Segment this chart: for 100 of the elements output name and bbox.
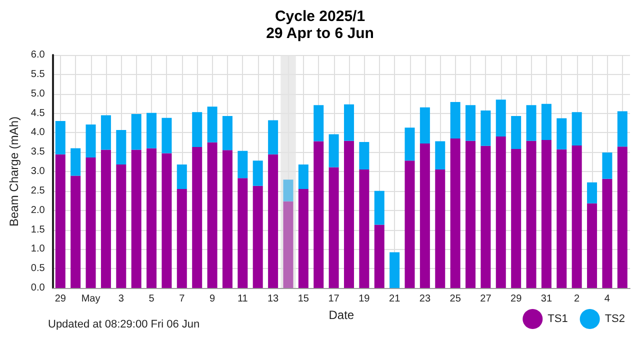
bar bbox=[192, 112, 202, 148]
y-tick-label: 5.5 bbox=[30, 68, 46, 80]
x-tick-label: 19 bbox=[358, 294, 370, 304]
bar bbox=[556, 118, 567, 150]
y-tick-label: 0.0 bbox=[30, 282, 46, 294]
bar bbox=[314, 141, 324, 288]
y-tick-label: 5.0 bbox=[30, 88, 46, 100]
bar bbox=[131, 114, 142, 150]
bar bbox=[283, 201, 294, 288]
x-axis-title: Date bbox=[328, 308, 354, 322]
y-tick-label: 4.5 bbox=[30, 108, 46, 119]
bar bbox=[86, 124, 96, 158]
bar bbox=[314, 105, 324, 142]
y-tick-label: 4.0 bbox=[30, 127, 46, 138]
bar bbox=[420, 107, 430, 144]
bar bbox=[283, 180, 294, 202]
y-tick-label: 1.0 bbox=[30, 244, 46, 255]
bar bbox=[572, 112, 582, 146]
bar bbox=[511, 116, 522, 149]
bar bbox=[176, 164, 187, 189]
bar bbox=[404, 160, 415, 288]
bar bbox=[496, 136, 506, 288]
bar bbox=[587, 182, 598, 204]
bar bbox=[238, 150, 248, 178]
chart-subtitle: 29 Apr to 6 Jun bbox=[266, 25, 374, 42]
bar bbox=[222, 116, 232, 150]
bar bbox=[146, 148, 157, 288]
y-tick-label: 2.0 bbox=[30, 204, 46, 216]
bar bbox=[328, 167, 339, 288]
bar bbox=[511, 148, 522, 288]
bar bbox=[55, 154, 66, 288]
bar bbox=[359, 142, 370, 170]
x-tick-label: 5 bbox=[148, 294, 155, 304]
x-tick-label: 4 bbox=[604, 294, 610, 304]
bar bbox=[480, 146, 491, 288]
bar bbox=[70, 176, 81, 288]
bar bbox=[252, 186, 263, 288]
text: Updated at 08:29:00 Fri 06 Jun bbox=[48, 318, 200, 330]
bar bbox=[526, 105, 536, 141]
bar bbox=[390, 252, 400, 288]
bar bbox=[100, 150, 111, 288]
x-tick-label: 11 bbox=[237, 294, 248, 304]
bar bbox=[328, 134, 339, 168]
y-tick-label: 3.0 bbox=[30, 166, 46, 177]
bar bbox=[116, 130, 126, 165]
bar bbox=[222, 150, 232, 288]
bar bbox=[420, 144, 430, 288]
y-tick-label: 1.5 bbox=[30, 224, 46, 236]
bar bbox=[116, 164, 126, 288]
bar bbox=[466, 105, 476, 141]
bar bbox=[344, 140, 354, 288]
y-tick-label: 3.5 bbox=[30, 146, 46, 158]
bar bbox=[162, 153, 172, 288]
bar bbox=[374, 190, 384, 225]
y-tick-label: 6.0 bbox=[30, 50, 46, 60]
legend-label: TS2 bbox=[604, 313, 626, 325]
bar bbox=[450, 138, 460, 288]
bar bbox=[252, 160, 263, 186]
bar bbox=[435, 141, 446, 170]
x-tick-label: 23 bbox=[419, 294, 431, 304]
y-tick-label: 2.5 bbox=[30, 185, 46, 196]
bar bbox=[541, 140, 552, 288]
bar bbox=[298, 164, 308, 189]
bar bbox=[435, 170, 446, 288]
bar bbox=[176, 188, 187, 288]
x-tick-label: May bbox=[81, 294, 100, 304]
bar bbox=[268, 120, 278, 154]
bar bbox=[587, 203, 598, 288]
x-tick-label: 29 bbox=[54, 294, 66, 304]
x-tick-label: 7 bbox=[179, 294, 186, 304]
bar bbox=[602, 152, 612, 179]
x-tick-label: 31 bbox=[540, 294, 552, 304]
x-tick-label: 13 bbox=[267, 294, 280, 304]
bar bbox=[146, 112, 157, 148]
bar bbox=[298, 188, 308, 288]
x-tick-label: 2 bbox=[574, 294, 580, 304]
chart-title: Cycle 2025/1 bbox=[274, 8, 366, 25]
bar bbox=[617, 146, 628, 288]
bar bbox=[70, 148, 81, 176]
bar bbox=[374, 224, 384, 288]
x-tick-label: 25 bbox=[450, 294, 462, 304]
bar bbox=[466, 140, 476, 288]
y-axis-title: Beam Charge (mAh) bbox=[7, 116, 21, 227]
bar bbox=[450, 102, 460, 138]
legend-label: TS1 bbox=[548, 313, 568, 325]
bar bbox=[131, 150, 142, 288]
bar bbox=[86, 158, 96, 288]
bar bbox=[100, 115, 111, 150]
bar bbox=[572, 145, 582, 288]
bar bbox=[556, 149, 567, 288]
bar bbox=[526, 140, 536, 288]
bar bbox=[480, 110, 491, 146]
bar bbox=[207, 106, 218, 142]
bar bbox=[162, 118, 172, 154]
x-tick-label: 27 bbox=[480, 294, 492, 304]
bar bbox=[207, 142, 218, 288]
bar bbox=[238, 178, 248, 288]
x-tick-label: 17 bbox=[328, 294, 340, 304]
bar bbox=[55, 121, 66, 154]
x-tick-label: 9 bbox=[210, 294, 216, 304]
